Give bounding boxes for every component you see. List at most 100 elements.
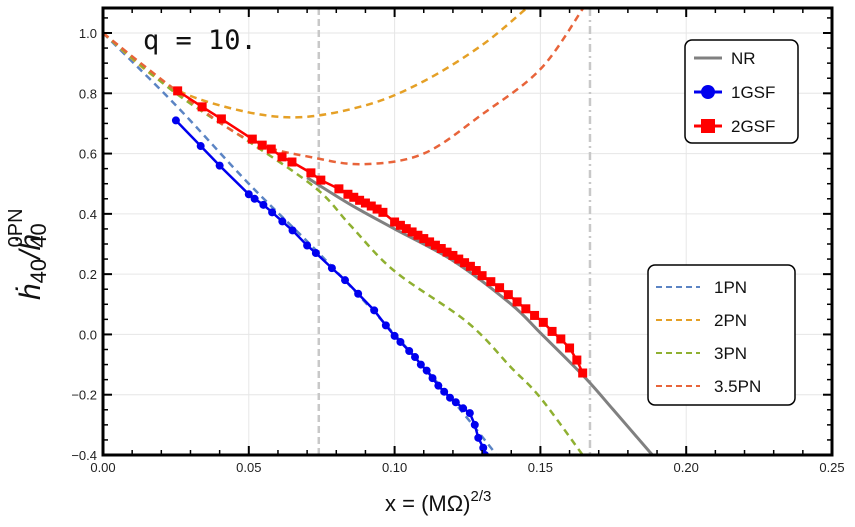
data-point: [390, 331, 399, 340]
x-tick-label: 0.10: [382, 460, 407, 475]
data-point: [405, 347, 414, 356]
data-point: [215, 161, 224, 170]
legend-top: NR 1GSF 2GSF: [684, 39, 799, 144]
series-line: [103, 8, 584, 166]
data-point: [360, 198, 370, 208]
data-point: [401, 224, 411, 234]
data-point: [538, 317, 548, 327]
data-point: [459, 404, 468, 413]
data-point: [436, 244, 446, 254]
y-tick-label: 0.0: [79, 327, 97, 342]
y-tick-label: 0.4: [79, 207, 97, 222]
data-point: [173, 86, 183, 96]
series-1GSF: [171, 116, 489, 455]
data-point: [503, 290, 513, 300]
y-tick-label: 0.6: [79, 147, 97, 162]
data-point: [430, 240, 440, 250]
data-point: [578, 368, 588, 378]
data-point: [454, 254, 464, 264]
data-point: [451, 398, 460, 407]
data-point: [448, 250, 458, 260]
legend-item-2GSF: 2GSF: [694, 117, 775, 136]
legend-label: 2PN: [714, 311, 747, 330]
data-point: [413, 230, 423, 240]
legend-item-1GSF: 1GSF: [694, 83, 775, 102]
data-point: [556, 334, 566, 344]
data-point: [465, 261, 475, 271]
data-point: [306, 168, 316, 178]
data-point: [434, 381, 443, 390]
data-point: [381, 321, 390, 330]
y-axis-label-slash: /ḣ: [14, 234, 47, 261]
data-point: [396, 337, 405, 346]
legend-label: 1GSF: [731, 83, 775, 102]
data-point: [446, 393, 455, 402]
data-point: [370, 306, 379, 315]
x-tick-label: 0.20: [674, 460, 699, 475]
data-point: [366, 201, 376, 211]
y-axis-label-sub2: 40: [26, 223, 51, 247]
reference-lines: [317, 8, 592, 455]
axis-ticks: [102, 8, 833, 456]
data-point: [419, 234, 429, 244]
data-point: [259, 200, 268, 209]
x-tick-label: 0.05: [236, 460, 261, 475]
data-point: [442, 247, 452, 257]
series-NR: [306, 176, 654, 455]
legend-marker-circle: [701, 85, 715, 99]
data-point: [327, 264, 336, 273]
data-point: [572, 355, 582, 365]
legend-item-3PN: 3PN: [656, 344, 747, 363]
data-point: [416, 360, 425, 369]
series-line: [306, 176, 654, 455]
y-tick-label: 1.0: [79, 26, 97, 41]
data-point: [257, 140, 267, 150]
data-point: [470, 420, 479, 429]
data-point: [547, 326, 557, 336]
data-point: [440, 387, 449, 396]
y-axis-label-sub1: 40: [26, 259, 51, 283]
series-1PN: [103, 32, 498, 455]
y-tick-label: −0.2: [71, 388, 97, 403]
plot-series: [103, 8, 654, 455]
data-point: [390, 217, 400, 227]
data-point: [216, 114, 226, 124]
data-point: [372, 204, 382, 214]
legend-item-NR: NR: [694, 49, 756, 68]
data-point: [521, 304, 531, 314]
legend-item-2PN: 2PN: [656, 311, 747, 330]
data-point: [395, 220, 405, 230]
data-point: [268, 208, 277, 217]
data-point: [495, 283, 505, 293]
legend-item-1PN: 1PN: [656, 278, 747, 297]
data-point: [479, 443, 488, 452]
x-axis-label-sup: 2/3: [471, 488, 492, 505]
data-point: [334, 184, 344, 194]
data-point: [316, 175, 326, 185]
series-3-5PN: [103, 8, 584, 166]
x-tick-label: 0.00: [90, 460, 115, 475]
data-point: [471, 266, 481, 276]
data-point: [355, 195, 365, 205]
data-point: [465, 409, 474, 418]
data-point: [460, 258, 470, 268]
x-axis-label: x = (MΩ)2/3: [385, 488, 491, 516]
legend-label: 3PN: [714, 344, 747, 363]
y-axis-label: ḣ40/ḣ400PN: [5, 208, 51, 300]
data-point: [512, 297, 522, 307]
y-axis-label-main: ḣ: [14, 283, 47, 300]
data-point: [422, 366, 431, 375]
data-point: [407, 227, 417, 237]
series-line: [175, 119, 487, 455]
series-3PN: [103, 32, 584, 455]
data-point: [341, 276, 350, 285]
data-point: [530, 310, 540, 320]
data-point: [303, 241, 312, 250]
data-point: [171, 116, 180, 125]
x-tick-label: 0.15: [528, 460, 553, 475]
data-point: [425, 237, 435, 247]
data-point: [349, 192, 359, 202]
series-line: [103, 32, 498, 455]
data-point: [244, 190, 253, 199]
